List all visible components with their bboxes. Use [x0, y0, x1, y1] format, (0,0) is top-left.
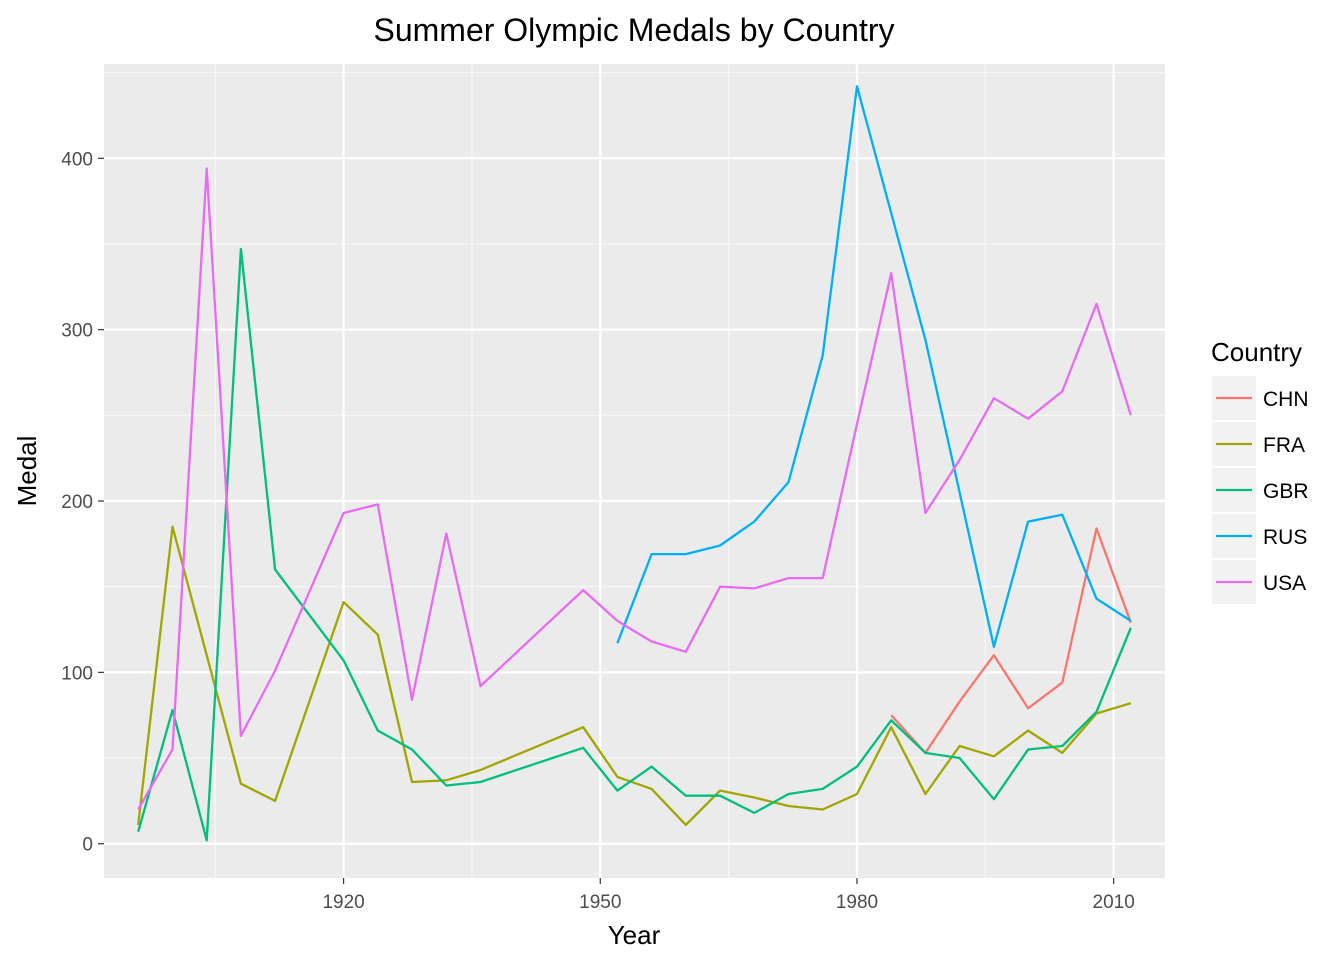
legend-label: FRA [1263, 434, 1305, 457]
legend-label: GBR [1263, 480, 1309, 503]
major-gridlines [104, 64, 1165, 878]
minor-gridlines [104, 64, 1165, 878]
y-axis: 0 100 200 300 400 [61, 149, 104, 856]
legend: Country CHN FRA GBR RUS USA [1211, 337, 1309, 604]
y-axis-title: Medal [12, 436, 42, 507]
x-axis-title: Year [608, 920, 661, 950]
legend-label: RUS [1263, 526, 1307, 549]
series-line-fra [137, 525, 1132, 827]
legend-title: Country [1211, 337, 1302, 367]
x-axis: 1920 1950 1980 2010 [322, 878, 1135, 913]
plot-panel [104, 64, 1165, 878]
series-line-usa [137, 167, 1132, 811]
legend-label: CHN [1263, 388, 1309, 411]
series-lines [137, 85, 1132, 842]
series-line-gbr [137, 247, 1132, 842]
x-tick-label: 1950 [579, 892, 621, 913]
series-line-rus [616, 85, 1132, 648]
y-tick-label: 400 [61, 149, 93, 170]
x-tick-label: 1980 [836, 892, 878, 913]
series-line-chn [890, 527, 1132, 755]
y-tick-label: 0 [82, 835, 93, 856]
legend-label: USA [1263, 572, 1306, 595]
x-tick-label: 2010 [1093, 892, 1135, 913]
y-tick-label: 200 [61, 492, 93, 513]
y-tick-label: 300 [61, 321, 93, 342]
y-tick-label: 100 [61, 663, 93, 684]
chart-title: Summer Olympic Medals by Country [373, 12, 894, 48]
x-tick-label: 1920 [322, 892, 364, 913]
